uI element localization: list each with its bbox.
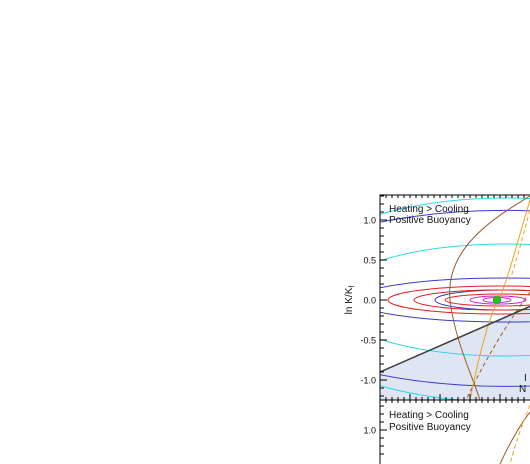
axis-ticks — [380, 195, 525, 455]
lower-panel-annotation-line1: Heating > Cooling — [389, 410, 469, 421]
y-axis-label-main: ln K/K — [344, 287, 355, 314]
brown-curve — [449, 195, 530, 400]
upper-annotation-line1: Heating > Cooling — [389, 204, 469, 215]
blue-contour-1 — [380, 209, 530, 387]
upper-annotation-line2: Positive Buoyancy — [389, 215, 471, 226]
upper-y-tick-label: -1.0 — [360, 376, 376, 386]
red-contour-3 — [444, 293, 530, 307]
lower-y-tick-label: 1.0 — [363, 426, 376, 436]
upper-plot-area — [380, 195, 530, 400]
lower-orange-dashed-curve — [509, 404, 530, 464]
lower-right-annotation-line1: I — [524, 373, 527, 384]
diagonal-line — [380, 305, 530, 373]
lower-frame — [379, 399, 530, 464]
cyan-contour-inner — [380, 243, 530, 357]
cyan-contour-outer — [380, 197, 530, 400]
brown-dashed-curve — [465, 291, 530, 400]
lower-brown-curve — [499, 411, 530, 464]
upper-y-tick-label: 0.5 — [363, 256, 376, 266]
upper-y-tick-label: -0.5 — [360, 336, 376, 346]
svg-text:ln K/Kf: ln K/Kf — [344, 286, 356, 315]
upper-y-tick-label: 1.0 — [363, 216, 376, 226]
upper-y-tick-label: 0.0 — [363, 296, 376, 306]
y-axis-label: ln K/Kf — [344, 286, 356, 315]
lower-right-annotation-line2: N — [519, 384, 526, 395]
green-marker — [492, 295, 502, 305]
y-axis-label-subscript: f — [349, 286, 356, 288]
lower-plot-area — [499, 404, 530, 464]
shaded-region — [380, 306, 530, 400]
red-contour-2 — [413, 289, 530, 311]
orange-dashed-curve — [509, 209, 530, 281]
axes-frames — [379, 194, 530, 464]
lower-panel-annotation-line2: Positive Buoyancy — [389, 422, 471, 433]
blue-contour-2 — [380, 277, 530, 323]
red-contour-1 — [387, 285, 530, 315]
